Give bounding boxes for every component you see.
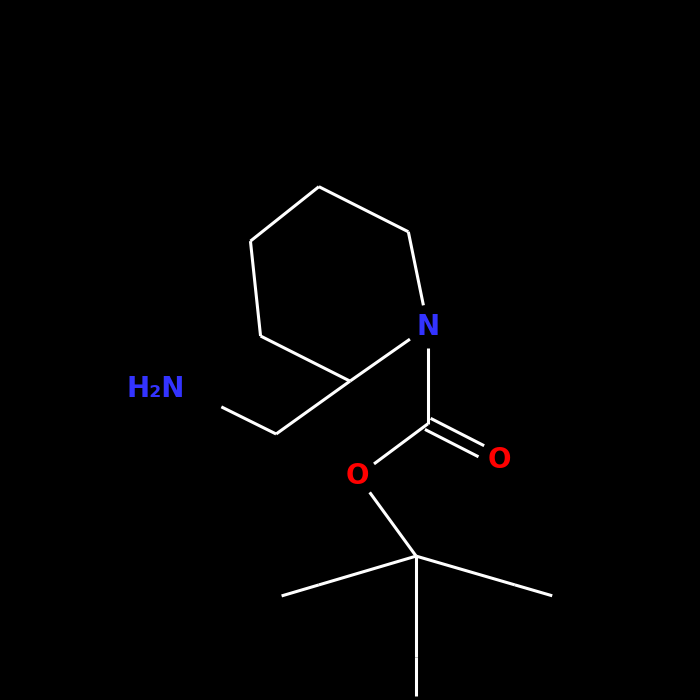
Text: N: N (416, 313, 440, 341)
Text: O: O (488, 447, 511, 475)
Text: H₂N: H₂N (127, 375, 185, 403)
Text: O: O (346, 462, 370, 490)
